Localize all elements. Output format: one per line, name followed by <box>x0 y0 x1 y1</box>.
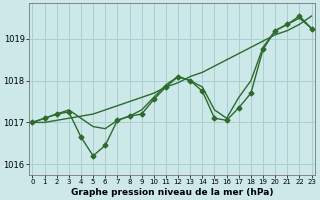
X-axis label: Graphe pression niveau de la mer (hPa): Graphe pression niveau de la mer (hPa) <box>71 188 273 197</box>
